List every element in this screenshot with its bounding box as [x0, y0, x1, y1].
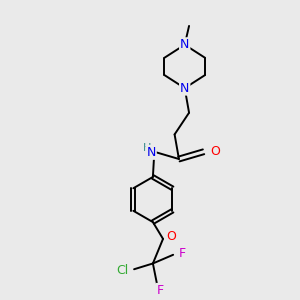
Text: N: N: [180, 38, 189, 51]
Text: H: H: [142, 143, 151, 153]
Text: O: O: [167, 230, 176, 243]
Text: O: O: [210, 145, 220, 158]
Text: Cl: Cl: [116, 264, 128, 277]
Text: F: F: [179, 247, 186, 260]
Text: N: N: [146, 146, 156, 159]
Text: N: N: [180, 82, 189, 94]
Text: F: F: [157, 284, 164, 297]
